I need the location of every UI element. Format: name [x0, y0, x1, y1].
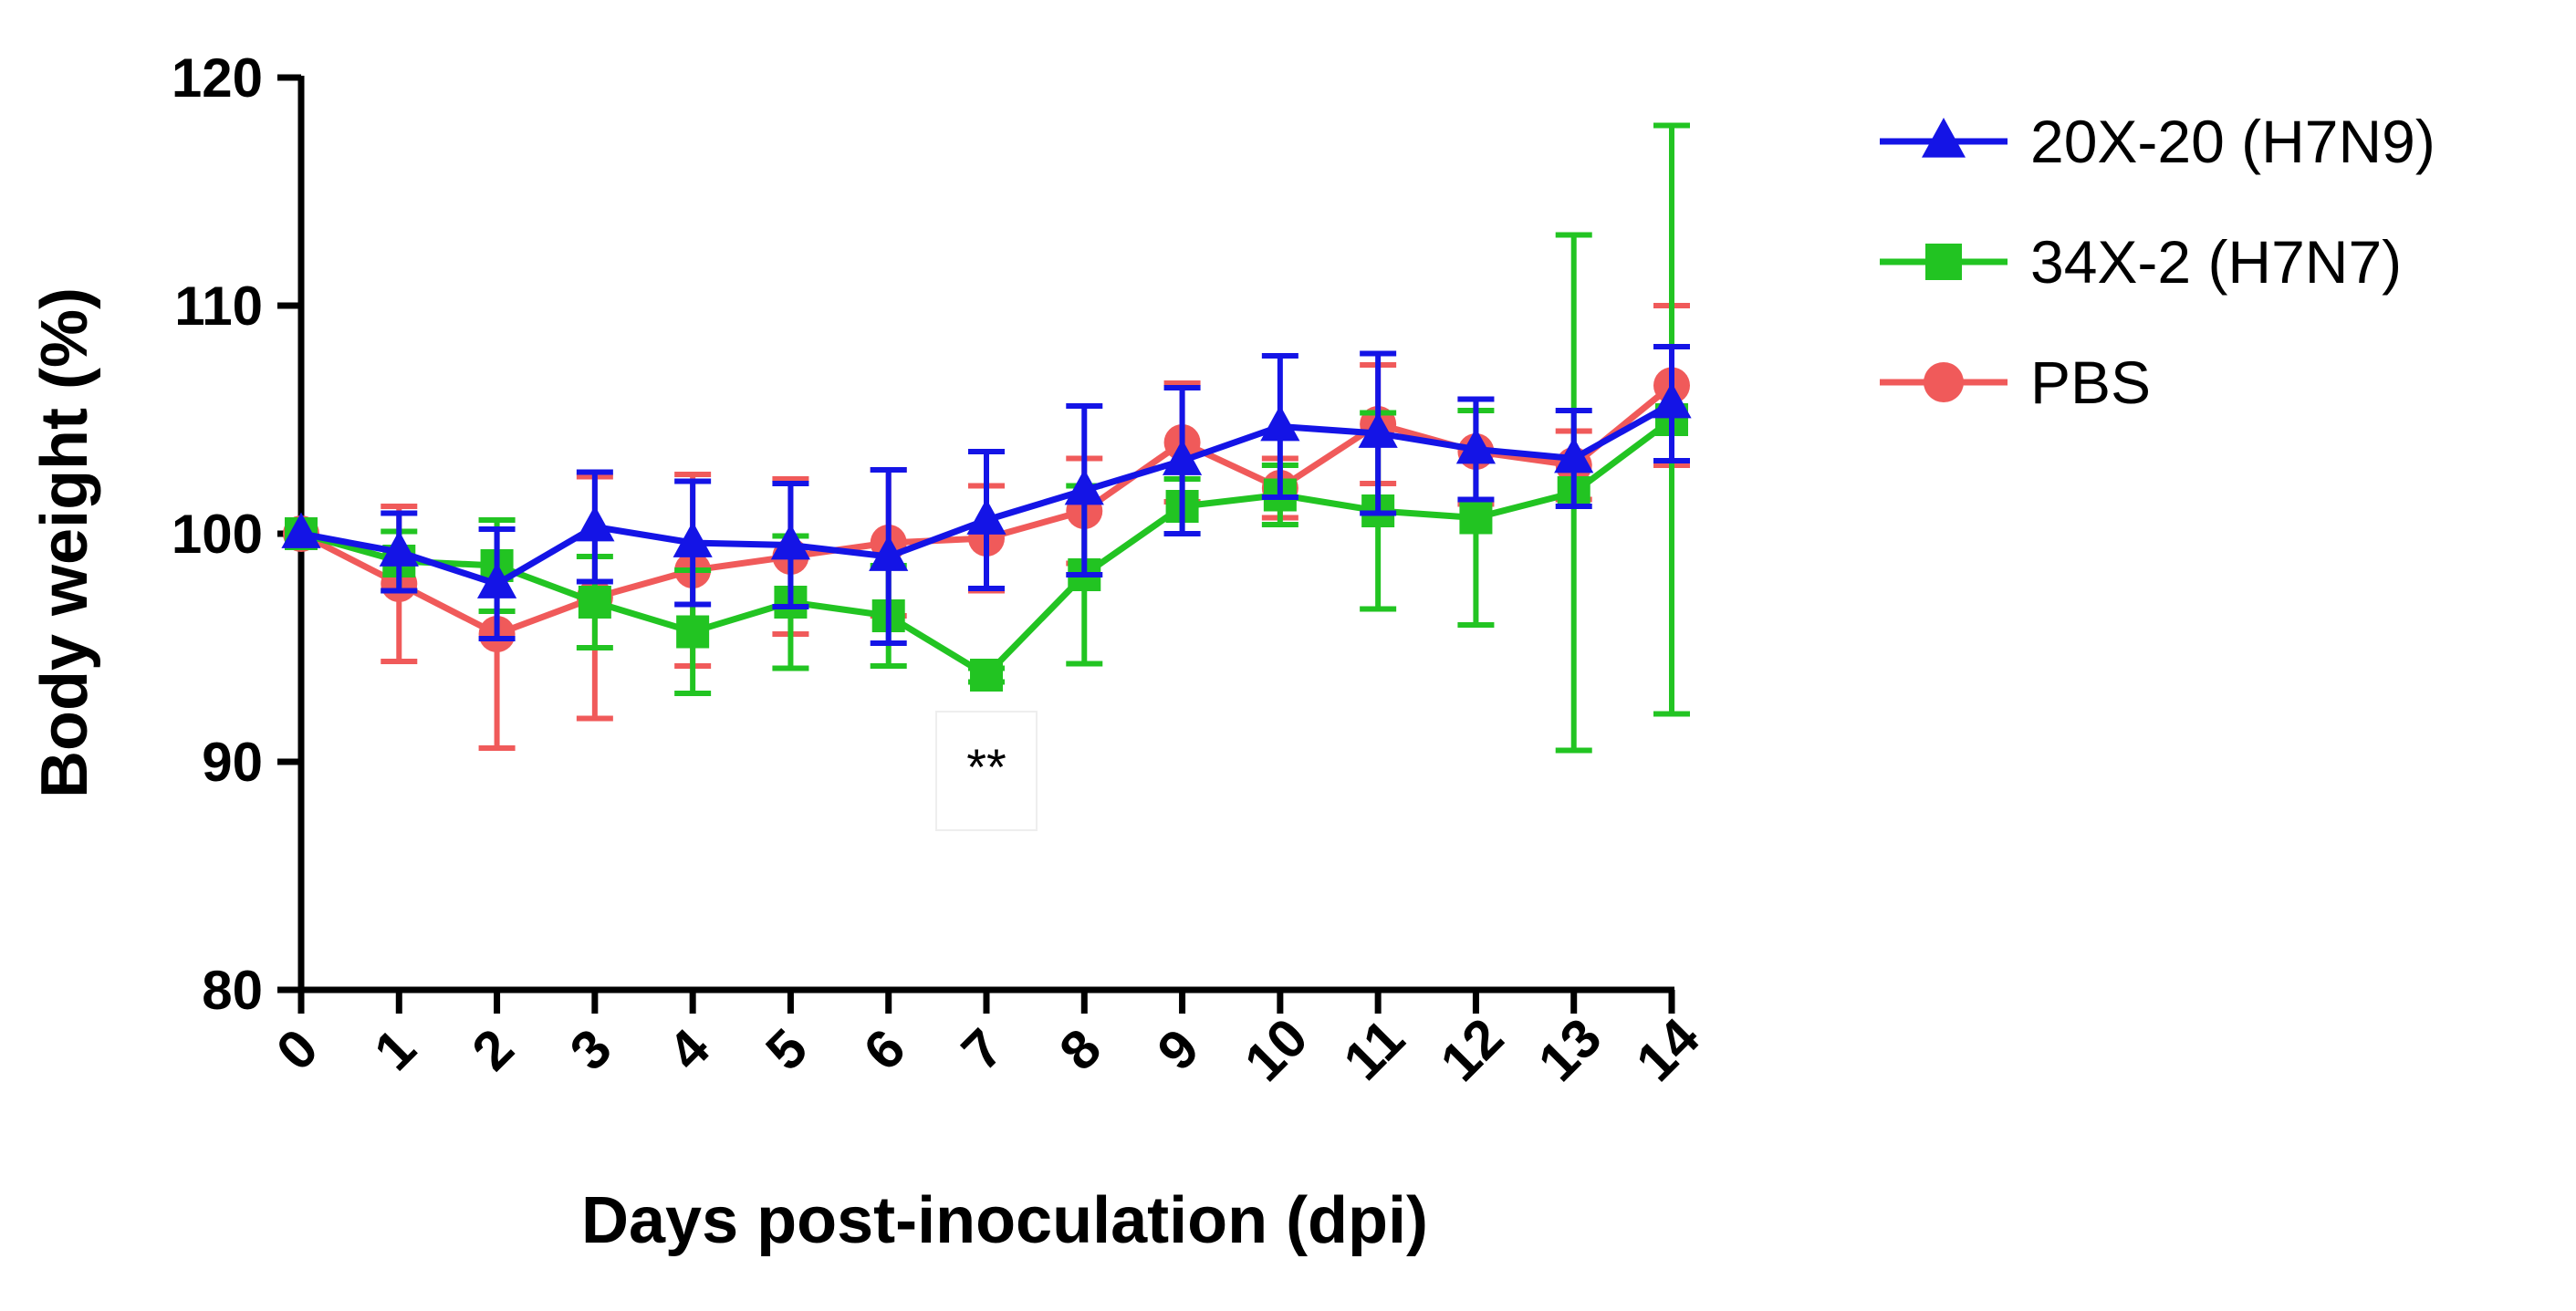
y-axis-title: Body weight (%) [28, 287, 101, 798]
series-20x-20-h7n9 [281, 344, 1692, 646]
x-tick-label: 14 [1624, 1006, 1711, 1093]
x-tick-label: 12 [1429, 1006, 1516, 1093]
data-point [1652, 382, 1692, 419]
x-tick-label: 1 [362, 1017, 427, 1082]
y-tick-label: 120 [172, 47, 263, 109]
x-tick-label: 7 [950, 1017, 1015, 1082]
data-point [869, 535, 909, 571]
x-axis-title: Days post-inoculation (dpi) [581, 1184, 1428, 1257]
y-tick-label: 90 [202, 732, 263, 793]
legend-label: 34X-2 (H7N7) [2030, 228, 2402, 296]
data-point [770, 524, 811, 560]
series-layer [281, 122, 1692, 754]
x-tick-label: 9 [1146, 1017, 1211, 1082]
x-tick-label: 8 [1048, 1017, 1112, 1082]
legend-item: 34X-2 (H7N7) [1880, 228, 2402, 296]
x-tick-label: 13 [1527, 1006, 1613, 1093]
x-tick-label: 6 [852, 1017, 917, 1082]
y-tick-label: 110 [174, 276, 263, 337]
legend-item: PBS [1880, 349, 2151, 416]
x-tick-label: 2 [461, 1017, 526, 1082]
x-tick-label: 3 [558, 1017, 623, 1082]
data-point [1925, 244, 1962, 280]
data-point [673, 521, 713, 557]
data-point [476, 562, 517, 598]
data-point [379, 530, 419, 567]
data-point [676, 615, 710, 649]
data-point [966, 498, 1006, 535]
legend-item: 20X-20 (H7N9) [1880, 108, 2435, 175]
y-tick-label: 100 [172, 504, 263, 565]
annotation-box [935, 711, 1038, 831]
x-tick-label: 0 [265, 1017, 329, 1082]
data-point [1554, 437, 1594, 473]
x-tick-label: 4 [656, 1017, 721, 1082]
x-tick-label: 5 [754, 1017, 819, 1082]
legend-label: PBS [2030, 349, 2151, 416]
data-point [1459, 501, 1493, 535]
data-point [970, 659, 1003, 692]
data-point [1924, 362, 1964, 402]
data-point [1064, 469, 1104, 505]
data-point [1260, 405, 1300, 442]
legend-label: 20X-20 (H7N9) [2030, 108, 2435, 175]
data-point [578, 586, 611, 619]
significance-annotation: ** [966, 738, 1006, 796]
annotation-layer: ** [935, 711, 1038, 831]
x-tick-label: 10 [1233, 1006, 1319, 1093]
y-tick-label: 80 [202, 960, 263, 1021]
data-point [1455, 428, 1497, 464]
data-point [1162, 439, 1203, 475]
data-point [281, 512, 321, 548]
data-point [1358, 411, 1398, 448]
legend: 20X-20 (H7N9) 34X-2 (H7N7) PBS [1880, 108, 2435, 416]
data-point [1922, 117, 1966, 158]
data-point [575, 505, 615, 542]
x-tick-label: 11 [1332, 1007, 1416, 1091]
